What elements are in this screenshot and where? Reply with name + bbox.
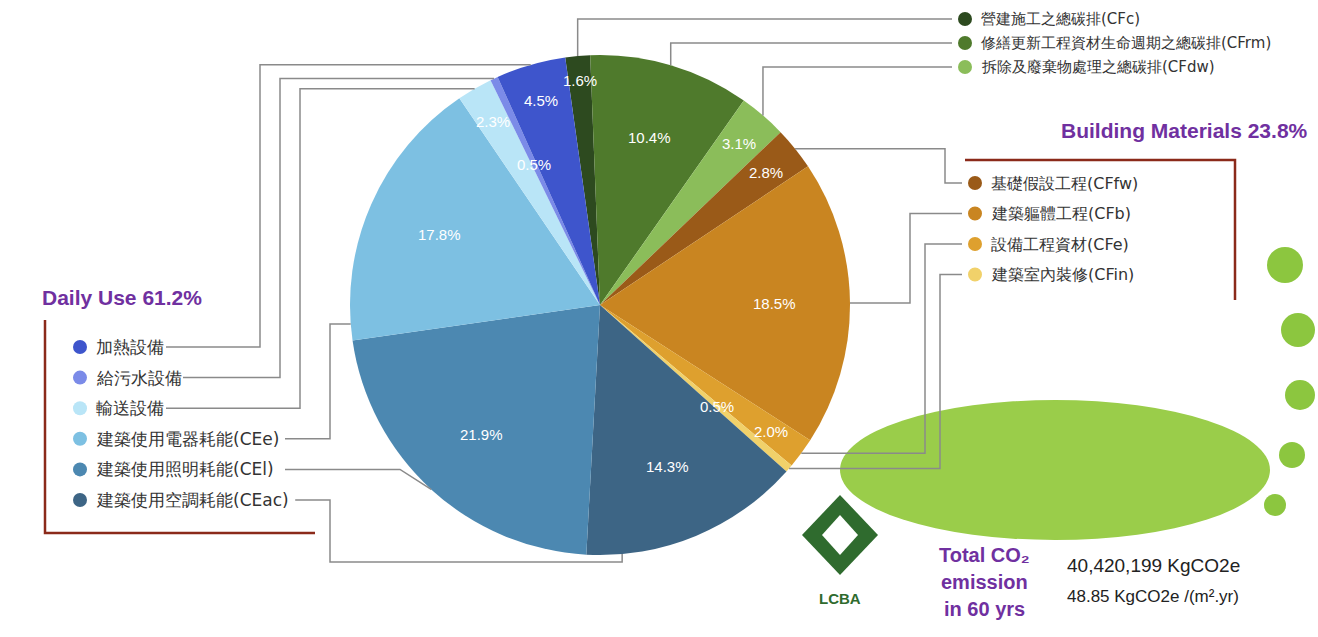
svg-text:建築軀體工程(CFb): 建築軀體工程(CFb) <box>991 204 1131 223</box>
svg-text:18.5%: 18.5% <box>753 295 796 312</box>
svg-text:Daily Use 61.2%: Daily Use 61.2% <box>42 286 202 309</box>
svg-text:修繕更新工程資材生命週期之總碳排(CFrm): 修繕更新工程資材生命週期之總碳排(CFrm) <box>981 34 1271 52</box>
svg-text:2.0%: 2.0% <box>754 423 788 440</box>
svg-text:3.1%: 3.1% <box>722 135 756 152</box>
svg-text:0.5%: 0.5% <box>700 398 734 415</box>
svg-text:加熱設備: 加熱設備 <box>96 337 164 357</box>
svg-text:17.8%: 17.8% <box>418 226 461 243</box>
svg-text:基礎假設工程(CFfw): 基礎假設工程(CFfw) <box>991 174 1138 193</box>
svg-text:21.9%: 21.9% <box>460 426 503 443</box>
svg-text:14.3%: 14.3% <box>646 458 689 475</box>
svg-text:48.85 KgCO2e /(m².yr): 48.85 KgCO2e /(m².yr) <box>1067 587 1239 606</box>
svg-text:營建施工之總碳排(CFc): 營建施工之總碳排(CFc) <box>981 10 1140 28</box>
svg-text:建築使用照明耗能(CEl): 建築使用照明耗能(CEl) <box>96 459 274 479</box>
svg-text:Total CO₂: Total CO₂ <box>939 544 1030 566</box>
svg-text:0.5%: 0.5% <box>517 156 551 173</box>
svg-text:給污水設備: 給污水設備 <box>96 368 182 388</box>
svg-text:Building Materials 23.8%: Building Materials 23.8% <box>1061 119 1308 142</box>
svg-text:1.6%: 1.6% <box>563 72 597 89</box>
svg-text:LCBA: LCBA <box>819 590 861 607</box>
svg-text:40,420,199 KgCO2e: 40,420,199 KgCO2e <box>1067 555 1240 576</box>
svg-text:4.5%: 4.5% <box>524 92 558 109</box>
svg-text:輸送設備: 輸送設備 <box>96 398 164 418</box>
svg-text:10.4%: 10.4% <box>628 129 671 146</box>
svg-text:設備工程資材(CFe): 設備工程資材(CFe) <box>991 235 1129 254</box>
svg-text:建築室內裝修(CFin): 建築室內裝修(CFin) <box>991 265 1134 284</box>
svg-text:建築使用電器耗能(CEe): 建築使用電器耗能(CEe) <box>96 429 279 449</box>
svg-text:2.3%: 2.3% <box>476 113 510 130</box>
svg-text:in 60 yrs: in 60 yrs <box>944 598 1025 620</box>
svg-text:建築使用空調耗能(CEac): 建築使用空調耗能(CEac) <box>96 490 289 510</box>
svg-text:拆除及廢棄物處理之總碳排(CFdw): 拆除及廢棄物處理之總碳排(CFdw) <box>981 58 1215 76</box>
svg-text:2.8%: 2.8% <box>749 164 783 181</box>
svg-text:emission: emission <box>941 571 1028 593</box>
